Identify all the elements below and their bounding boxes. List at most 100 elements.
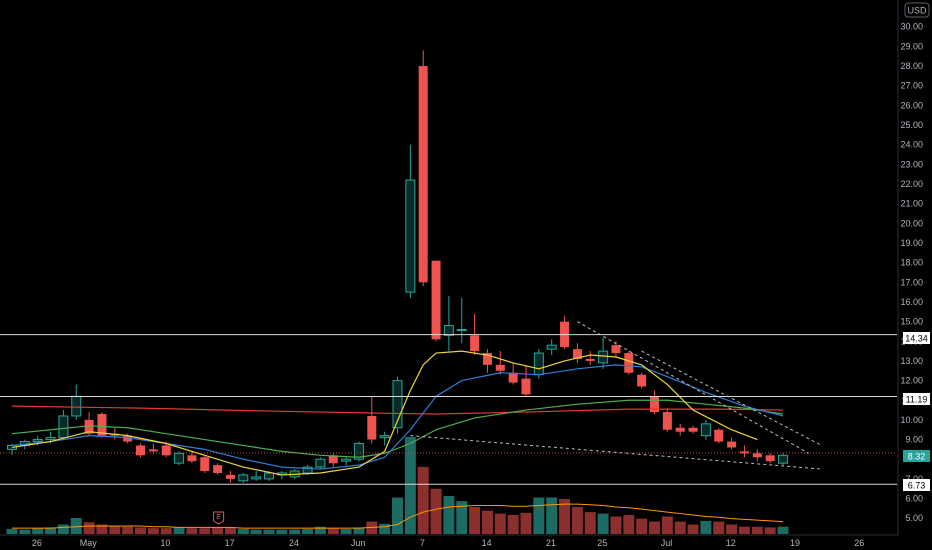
volume-bar [109, 525, 121, 534]
volume-bar [546, 497, 558, 534]
volume-layer: E [6, 436, 789, 534]
volume-bar [649, 521, 660, 534]
candle [778, 453, 788, 466]
y-tick-label: 29.00 [900, 41, 923, 51]
volume-bar [700, 520, 712, 534]
x-tick-label: Jul [661, 538, 673, 548]
volume-bar [83, 522, 95, 534]
candle [200, 455, 210, 473]
price-tag-level-3-text: 6.73 [908, 480, 926, 490]
volume-bar [32, 528, 44, 534]
candle [392, 376, 403, 434]
volume-bar [57, 524, 69, 534]
volume-bar [186, 528, 198, 534]
candle [174, 451, 185, 466]
price-tag-level-1: 14.34 [903, 332, 930, 344]
y-tick-label: 10.00 [900, 415, 923, 425]
candle [585, 351, 595, 365]
volume-bar [636, 518, 648, 534]
volume-bar [764, 527, 776, 534]
volume-bar [520, 512, 532, 534]
price-tag-level-1-text: 14.34 [905, 333, 928, 343]
trendline[interactable] [410, 435, 822, 470]
y-tick-label: 7.00 [905, 474, 923, 484]
candle [213, 463, 223, 475]
volume-bar [212, 527, 224, 534]
volume-bar [96, 524, 108, 534]
currency-label: USD [907, 6, 927, 16]
earnings-marker-icon[interactable] [213, 511, 225, 525]
candle [765, 453, 775, 464]
x-tick-label: 14 [482, 538, 492, 548]
price-tag-level-3: 6.73 [903, 479, 930, 491]
horizontal-level-layer [0, 334, 897, 485]
volume-bar [559, 498, 571, 534]
volume-bar [507, 515, 519, 534]
volume-bar [417, 466, 429, 534]
candle [353, 441, 364, 462]
candle [688, 425, 698, 434]
ma-yellow-line [11, 350, 758, 476]
volume-bar [597, 513, 609, 534]
y-tick-label: 25.00 [900, 120, 923, 130]
candle [546, 339, 557, 356]
y-tick-label: 12.00 [900, 376, 923, 386]
x-tick-label: 19 [790, 538, 800, 548]
volume-bar [224, 527, 236, 534]
x-tick-label: 21 [546, 538, 556, 548]
x-tick-label: 12 [726, 538, 736, 548]
volume-bar [661, 516, 673, 534]
volume-bar [392, 497, 403, 534]
candle [136, 443, 145, 458]
y-tick-label: 24.00 [900, 140, 923, 150]
volume-bar [610, 516, 622, 534]
candle [315, 457, 326, 470]
x-tick-label: 26 [854, 538, 864, 548]
candle-layer [7, 50, 788, 483]
trendline[interactable] [577, 321, 809, 454]
candle [700, 419, 711, 440]
candle [572, 343, 582, 363]
ma-red-line [11, 405, 784, 415]
candle [675, 423, 685, 436]
candle [225, 471, 235, 483]
volume-bar [340, 528, 352, 534]
candle [650, 390, 659, 415]
x-tick-label: May [80, 538, 98, 548]
y-tick-label: 28.00 [900, 61, 923, 71]
volume-bar [481, 510, 493, 534]
candle [161, 441, 171, 458]
candle [148, 443, 158, 454]
candle [341, 457, 352, 466]
candle [752, 449, 762, 462]
volume-average-line [12, 503, 784, 529]
volume-bar [777, 526, 789, 534]
volume-bar [430, 488, 442, 534]
volume-bar [379, 523, 391, 534]
volume-bar [674, 521, 686, 534]
volume-bar [623, 515, 635, 534]
volume-bar [263, 529, 275, 534]
volume-bar [327, 528, 339, 534]
volume-bar [404, 436, 416, 534]
volume-bar [533, 497, 545, 534]
volume-bar [122, 526, 134, 534]
candle [598, 337, 609, 369]
x-tick-label: 7 [420, 538, 425, 548]
volume-bar [289, 529, 301, 534]
price-tag-level-2: 11.19 [903, 393, 930, 405]
volume-bar [199, 528, 211, 534]
volume-bar [713, 521, 725, 534]
volume-bar [135, 527, 146, 534]
x-tick-label: 26 [32, 538, 42, 548]
candle [58, 410, 69, 440]
y-tick-label: 20.00 [900, 218, 923, 228]
candle [714, 427, 724, 444]
y-tick-label: 30.00 [900, 22, 923, 32]
candle [431, 260, 441, 342]
volume-bar [584, 512, 596, 534]
x-tick-label: 25 [597, 538, 607, 548]
trendline[interactable] [641, 350, 822, 446]
currency-badge[interactable]: USD [904, 2, 930, 18]
